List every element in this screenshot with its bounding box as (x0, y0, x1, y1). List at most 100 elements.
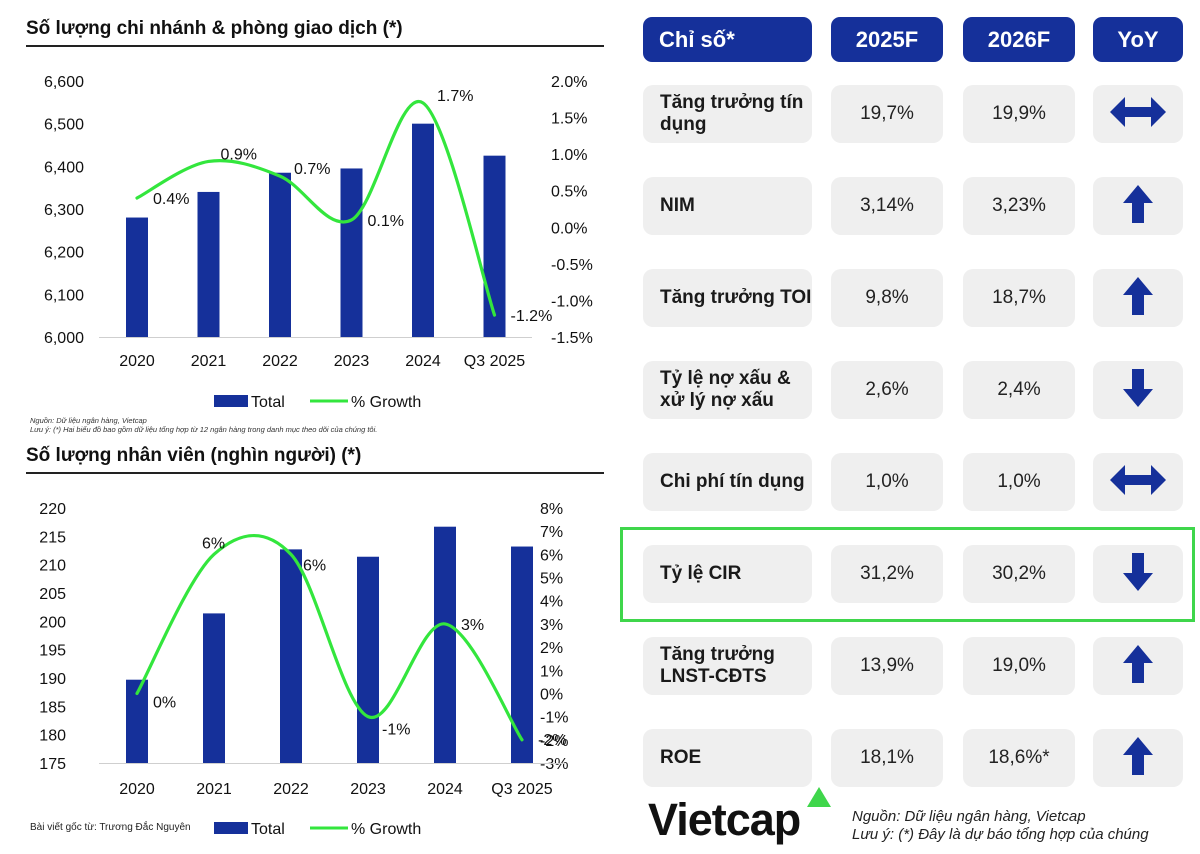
value-2026f: 30,2% (963, 545, 1075, 603)
branch-legend-bar-swatch (214, 395, 248, 407)
value-2026f: 1,0% (963, 453, 1075, 511)
staff-growth-line (135, 533, 524, 742)
staff-y-tick-label: 175 (39, 756, 66, 773)
branch-legend-growth-label: % Growth (351, 394, 421, 411)
staff-y-tick-label: 210 (39, 558, 66, 575)
value-2025f: 9,8% (831, 269, 943, 327)
row-label: Tăng trưởng tín dụng (643, 85, 812, 143)
branch-bar-2023 (340, 168, 363, 337)
staff-x-tick-label: 2020 (119, 781, 155, 798)
branch-growth-data-label: 0.4% (153, 191, 189, 208)
arrow-down-icon (1123, 552, 1153, 596)
row-label: Tỷ lệ CIR (643, 545, 812, 603)
row-label: ROE (643, 729, 812, 787)
staff-y-tick-label: 200 (39, 614, 66, 631)
branch-y-tick-label: 6,500 (44, 117, 84, 134)
staff-bar-2024 (434, 526, 456, 763)
cir-highlight-box (620, 527, 1195, 622)
branch-growth-data-label: -1.2% (511, 308, 553, 325)
value-2026f: 2,4% (963, 361, 1075, 419)
staff-y2-tick-label: -3% (540, 756, 568, 773)
arrow-down-icon (1123, 368, 1153, 412)
table-header-2: 2025F (831, 17, 943, 62)
staff-y-tick-label: 190 (39, 671, 66, 688)
value-2026f: 19,0% (963, 637, 1075, 695)
staff-growth-data-label: 3% (461, 617, 484, 634)
staff-x-tick-label: Q3 2025 (491, 781, 552, 798)
arrow-left-right-icon (1110, 96, 1166, 132)
staff-bar-2022 (280, 549, 302, 763)
branch-x-tick-label: 2024 (405, 353, 441, 370)
value-2026f: 18,7% (963, 269, 1075, 327)
yoy-cell (1093, 545, 1183, 603)
staff-bar-2021 (203, 613, 225, 763)
branch-y-tick-label: 6,000 (44, 330, 84, 347)
staff-y2-tick-label: 0% (540, 686, 563, 703)
branch-y-tick-label: 6,400 (44, 159, 84, 176)
staff-legend-total-label: Total (251, 821, 285, 838)
branch-y2-tick-label: -0.5% (551, 257, 593, 274)
arrow-left-right-icon (1110, 464, 1166, 500)
value-2026f: 19,9% (963, 85, 1075, 143)
staff-growth-data-label: -1% (382, 722, 410, 739)
staff-y-tick-label: 205 (39, 586, 66, 603)
arrow-up-icon (1123, 184, 1153, 228)
staff-y2-tick-label: 2% (540, 640, 563, 657)
logo-text: Vietcap (648, 794, 801, 845)
branch-y2-tick-label: -1.5% (551, 330, 593, 347)
branches-chart-title: Số lượng chi nhánh & phòng giao dịch (*) (26, 18, 403, 39)
footer-source: Nguồn: Dữ liệu ngân hàng, Vietcap (852, 808, 1086, 825)
branch-y-tick-label: 6,200 (44, 245, 84, 262)
chart-footnote: Lưu ý: (*) Hai biểu đồ bao gồm dữ liệu t… (30, 425, 378, 434)
staff-x-tick-label: 2024 (427, 781, 463, 798)
staff-y2-tick-label: 1% (540, 663, 563, 680)
branch-y-tick-label: 6,300 (44, 202, 84, 219)
value-2025f: 1,0% (831, 453, 943, 511)
branches-chart: 6,000 6,100 6,200 6,300 6,400 6,500 6,600 -1.5%… (44, 74, 593, 411)
value-2025f: 31,2% (831, 545, 943, 603)
logo-triangle-icon (807, 787, 831, 807)
staff-y-tick-label: 180 (39, 728, 66, 745)
staff-growth-data-label: -2% (538, 732, 566, 749)
title-divider (26, 45, 604, 47)
staff-y2-tick-label: -2% (540, 733, 568, 750)
value-2025f: 3,14% (831, 177, 943, 235)
branch-x-tick-label: 2022 (262, 353, 298, 370)
chart-source-note: Nguồn: Dữ liệu ngân hàng, Vietcap (30, 416, 147, 425)
author-credit: Bài viết gốc từ: Trương Đắc Nguyên (30, 822, 191, 833)
yoy-cell (1093, 453, 1183, 511)
arrow-up-icon (1123, 736, 1153, 780)
yoy-cell (1093, 361, 1183, 419)
branch-x-tick-label: 2021 (191, 353, 227, 370)
staff-x-tick-label: 2023 (350, 781, 386, 798)
value-2025f: 19,7% (831, 85, 943, 143)
branch-y2-tick-label: -1.0% (551, 293, 593, 310)
yoy-cell (1093, 729, 1183, 787)
branch-legend-total-label: Total (251, 394, 285, 411)
branch-growth-data-label: 0.7% (294, 161, 330, 178)
staff-y2-tick-label: 4% (540, 594, 563, 611)
branch-y-tick-label: 6,600 (44, 74, 84, 91)
staff-bar-q3-2025 (511, 546, 533, 763)
title-divider (26, 472, 604, 474)
staff-y2-tick-label: 5% (540, 571, 563, 588)
branch-y2-tick-label: 2.0% (551, 74, 587, 91)
branch-growth-data-label: 0.1% (368, 213, 404, 230)
row-label: NIM (643, 177, 812, 235)
table-header-4: YoY (1093, 17, 1183, 62)
staff-y2-tick-label: 6% (540, 547, 563, 564)
table-header-1: Chỉ số* (643, 17, 812, 62)
branch-bar-2024 (412, 123, 434, 338)
vietcap-logo: Vietcap (648, 794, 801, 846)
yoy-cell (1093, 85, 1183, 143)
table-header-3: 2026F (963, 17, 1075, 62)
yoy-cell (1093, 269, 1183, 327)
value-2025f: 2,6% (831, 361, 943, 419)
row-label: Tỷ lệ nợ xấu & xử lý nợ xấu (643, 361, 812, 419)
branch-x-tick-label: 2020 (119, 353, 155, 370)
branch-bar-2021 (197, 191, 220, 337)
branch-x-tick-label: 2023 (334, 353, 370, 370)
arrow-up-icon (1123, 644, 1153, 688)
staff-x-tick-label: 2021 (196, 781, 232, 798)
branch-y-tick-label: 6,100 (44, 287, 84, 304)
